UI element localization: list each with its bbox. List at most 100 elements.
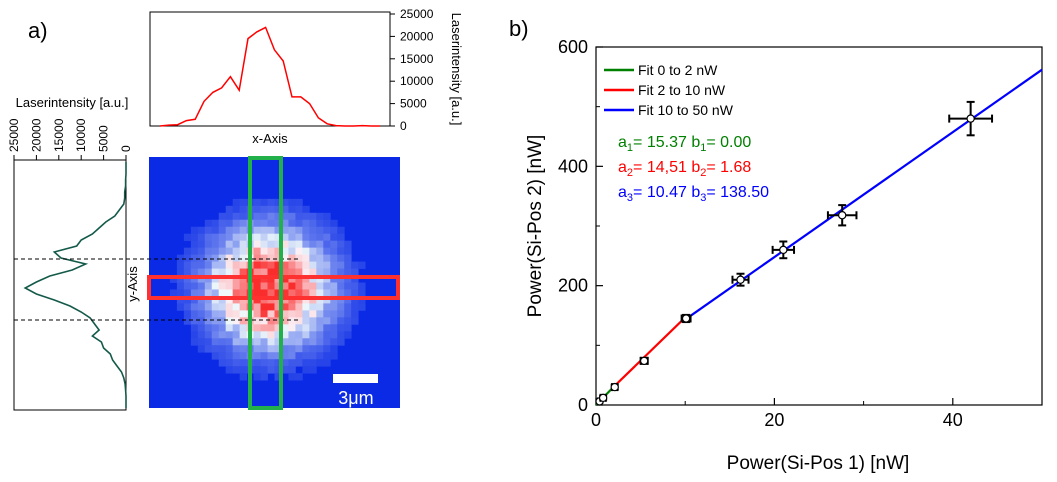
heatmap-cell xyxy=(274,205,282,214)
heatmap-cell xyxy=(295,212,303,221)
heatmap-cell xyxy=(225,212,234,221)
heatmap-cell xyxy=(204,324,213,332)
heatmap-cell xyxy=(260,261,268,269)
heatmap-cell xyxy=(218,247,227,256)
heatmap-cell xyxy=(253,338,261,346)
heatmap-cell xyxy=(232,233,241,242)
heatmap-cell xyxy=(260,282,268,290)
left-xtick-label: 25000 xyxy=(7,118,21,152)
data-point xyxy=(639,356,649,366)
heatmap-cell xyxy=(176,303,185,311)
heatmap-cell xyxy=(316,338,324,346)
heatmap-cell xyxy=(218,261,227,269)
heatmap-cell xyxy=(288,324,296,332)
heatmap-cell xyxy=(239,310,248,318)
heatmap-cell xyxy=(288,233,296,242)
heatmap-cell xyxy=(344,282,352,290)
heatmap-cell xyxy=(302,268,310,276)
heatmap-cell xyxy=(211,352,220,360)
heatmap-cell xyxy=(260,303,268,311)
heatmap-cell xyxy=(204,331,213,339)
heatmap-cell xyxy=(211,219,220,228)
heatmap-cell xyxy=(295,282,303,290)
heatmap-cell xyxy=(267,303,275,311)
heatmap-cell xyxy=(225,345,234,353)
heatmap-cell xyxy=(316,303,324,311)
heatmap-cell xyxy=(239,212,248,221)
heatmap-cell xyxy=(225,338,234,346)
heatmap-cell xyxy=(274,310,282,318)
heatmap-cell xyxy=(330,275,338,283)
heatmap-cell xyxy=(344,331,352,339)
b-ytick-label: 600 xyxy=(558,37,588,57)
heatmap-cell xyxy=(218,233,227,242)
heatmap-cell xyxy=(190,240,199,249)
top-ytick-label: 0 xyxy=(400,119,407,133)
heatmap-cell xyxy=(274,289,282,297)
heatmap-cell xyxy=(351,268,359,276)
heatmap-cell xyxy=(239,240,248,249)
heatmap-cell xyxy=(232,247,241,256)
heatmap-cell xyxy=(288,373,296,381)
heatmap-cell xyxy=(288,331,296,339)
heatmap-cell xyxy=(351,275,359,283)
heatmap-cell xyxy=(330,324,338,332)
heatmap-cell xyxy=(288,212,296,221)
heatmap-cell xyxy=(316,254,324,262)
heatmap-cell xyxy=(253,373,261,381)
heatmap-cell xyxy=(204,233,213,242)
heatmap-cell xyxy=(309,366,317,374)
heatmap-cell xyxy=(225,324,234,332)
fit-line xyxy=(613,316,686,388)
heatmap-cell xyxy=(211,268,220,276)
heatmap-cell xyxy=(274,331,282,339)
legend-label: Fit 2 to 10 nW xyxy=(638,82,726,98)
heatmap-cell xyxy=(344,240,352,249)
heatmap-cell xyxy=(204,296,213,304)
heatmap-cell xyxy=(267,226,275,235)
heatmap-cell xyxy=(316,317,324,325)
heatmap-cell xyxy=(232,317,241,325)
heatmap-cell xyxy=(232,240,241,249)
heatmap-cell xyxy=(295,345,303,353)
heatmap-cell xyxy=(232,212,241,221)
heatmap-cell xyxy=(253,282,261,290)
heatmap-cell xyxy=(232,219,241,228)
top-profile-xlabel: x-Axis xyxy=(252,131,288,146)
heatmap-cell xyxy=(316,275,324,283)
heatmap-cell xyxy=(274,359,282,367)
heatmap-cell xyxy=(274,338,282,346)
heatmap-cell xyxy=(274,275,282,283)
heatmap-cell xyxy=(274,366,282,374)
heatmap-cell xyxy=(225,296,234,304)
heatmap-cell xyxy=(253,359,261,367)
heatmap-cell xyxy=(330,254,338,262)
heatmap-cell xyxy=(260,296,268,304)
b-ytick-label: 400 xyxy=(558,156,588,176)
heatmap-cell xyxy=(211,275,220,283)
top-profile-frame xyxy=(149,11,391,127)
heatmap-cell xyxy=(337,338,345,346)
heatmap-cell xyxy=(281,226,289,235)
heatmap-cell xyxy=(225,282,234,290)
heatmap-cell xyxy=(295,331,303,339)
heatmap-cell xyxy=(295,303,303,311)
heatmap-cell xyxy=(218,268,227,276)
heatmap-cell xyxy=(267,359,275,367)
heatmap-cell xyxy=(330,345,338,353)
heatmap-cell xyxy=(239,317,248,325)
heatmap-cell xyxy=(260,310,268,318)
heatmap-cell xyxy=(190,268,199,276)
heatmap-cell xyxy=(295,198,303,207)
heatmap-cell xyxy=(288,205,296,214)
heatmap-cell xyxy=(337,324,345,332)
heatmap-cell xyxy=(260,247,268,256)
heatmap-cell xyxy=(204,261,213,269)
heatmap-cell xyxy=(281,310,289,318)
heatmap-cell xyxy=(190,338,199,346)
heatmap-cell xyxy=(225,303,234,311)
heatmap-cell xyxy=(197,317,206,325)
heatmap-cell xyxy=(260,233,268,242)
heatmap-cell xyxy=(323,219,331,228)
heatmap-cell xyxy=(302,240,310,249)
